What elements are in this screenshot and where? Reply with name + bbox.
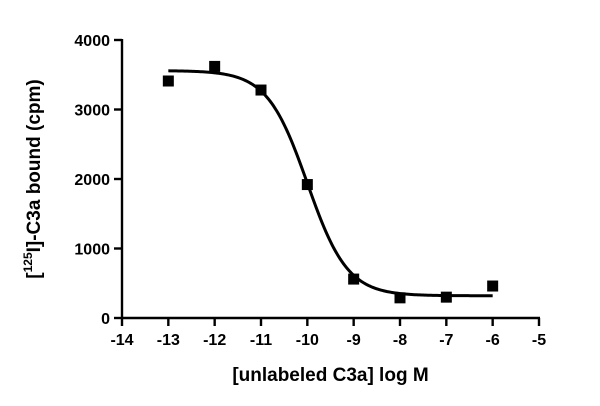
x-tick-label: -8 bbox=[393, 332, 407, 349]
x-tick-label: -10 bbox=[296, 332, 319, 349]
y-axis-title-open: [ bbox=[24, 272, 45, 279]
data-point bbox=[162, 75, 174, 87]
data-points bbox=[162, 60, 499, 304]
x-axis: -14 -13 -12 -11 -10 -9 -8 -7 -6 -5 bbox=[110, 316, 546, 349]
data-point bbox=[440, 291, 452, 303]
x-tick-label: -14 bbox=[110, 332, 133, 349]
fit-curve bbox=[168, 69, 493, 298]
y-tick-label: 2000 bbox=[74, 172, 110, 189]
x-tick-label: -5 bbox=[532, 332, 546, 349]
y-tick-label: 0 bbox=[101, 311, 110, 328]
data-point bbox=[487, 280, 499, 292]
y-axis: 0 1000 2000 3000 4000 bbox=[74, 33, 124, 328]
x-tick-label: -12 bbox=[203, 332, 226, 349]
data-point bbox=[348, 273, 360, 285]
x-tick-label: -9 bbox=[347, 332, 361, 349]
x-tick-label: -6 bbox=[486, 332, 500, 349]
x-axis-title: [unlabeled C3a] log M bbox=[232, 365, 428, 386]
data-point bbox=[209, 60, 221, 72]
y-tick-label: 4000 bbox=[74, 33, 110, 50]
x-tick-label: -7 bbox=[439, 332, 453, 349]
y-axis-title-rest: I]-C3a bound (cpm) bbox=[24, 79, 45, 252]
y-tick-label: 1000 bbox=[74, 242, 110, 259]
fit-layer bbox=[168, 69, 493, 298]
data-point bbox=[394, 292, 406, 304]
data-point bbox=[255, 84, 267, 96]
y-axis-title: [125I]-C3a bound (cpm) bbox=[21, 79, 45, 278]
y-tick-label: 3000 bbox=[74, 103, 110, 120]
x-tick-label: -11 bbox=[250, 332, 272, 349]
data-point bbox=[301, 179, 313, 191]
y-axis-title-superscript: 125 bbox=[21, 252, 35, 272]
x-tick-label: -13 bbox=[157, 332, 180, 349]
